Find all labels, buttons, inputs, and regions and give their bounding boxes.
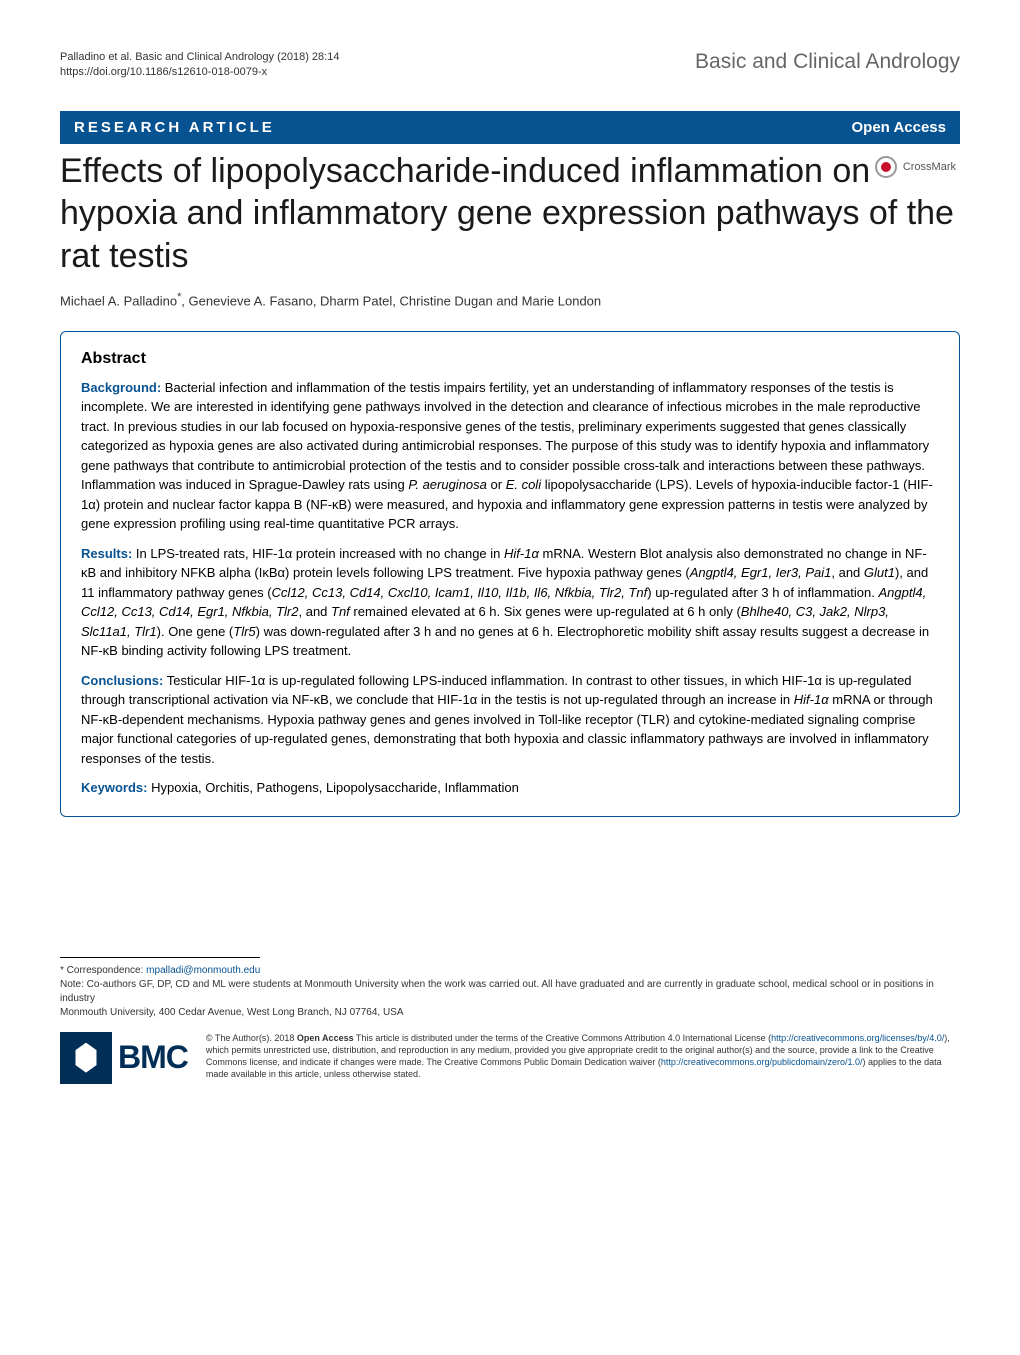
open-access-label: Open Access — [852, 119, 947, 136]
abstract-box: Abstract Background: Bacterial infection… — [60, 331, 960, 817]
crossmark-icon — [875, 156, 897, 178]
abstract-conclusions: Conclusions: Testicular HIF-1α is up-reg… — [81, 671, 939, 769]
conclusions-label: Conclusions: — [81, 673, 163, 688]
correspondence-block: * Correspondence: mpalladi@monmouth.edu … — [60, 964, 960, 1020]
abstract-background: Background: Bacterial infection and infl… — [81, 378, 939, 534]
author-list: Michael A. Palladino*, Genevieve A. Fasa… — [60, 291, 960, 308]
license-link-pd[interactable]: http://creativecommons.org/publicdomain/… — [661, 1057, 863, 1067]
bmc-text: BMC — [118, 1039, 188, 1076]
author-note: Note: Co-authors GF, DP, CD and ML were … — [60, 979, 934, 1004]
article-title: Effects of lipopolysaccharide-induced in… — [60, 150, 960, 278]
bmc-logo-icon — [60, 1032, 112, 1084]
citation-block: Palladino et al. Basic and Clinical Andr… — [60, 50, 339, 81]
crossmark-dot-icon — [881, 162, 891, 172]
article-type-bar: RESEARCH ARTICLE Open Access — [60, 111, 960, 144]
correspondence-label: * Correspondence: — [60, 965, 146, 976]
bmc-leaf-icon — [71, 1043, 101, 1073]
results-label: Results: — [81, 546, 132, 561]
doi-line: https://doi.org/10.1186/s12610-018-0079-… — [60, 65, 339, 80]
license-part1: This article is distributed under the te… — [354, 1033, 772, 1043]
license-row: BMC © The Author(s). 2018 Open Access Th… — [60, 1032, 960, 1084]
license-text: © The Author(s). 2018 Open Access This a… — [206, 1032, 960, 1081]
page-header: Palladino et al. Basic and Clinical Andr… — [60, 50, 960, 81]
journal-name: Basic and Clinical Andrology — [695, 50, 960, 74]
background-label: Background: — [81, 380, 161, 395]
license-open-access: Open Access — [297, 1033, 354, 1043]
license-pre: © The Author(s). 2018 — [206, 1033, 297, 1043]
abstract-results: Results: In LPS-treated rats, HIF-1α pro… — [81, 544, 939, 661]
bmc-logo: BMC — [60, 1032, 188, 1084]
article-type-label: RESEARCH ARTICLE — [74, 119, 275, 136]
results-text: In LPS-treated rats, HIF-1α protein incr… — [81, 546, 929, 659]
background-text: Bacterial infection and inflammation of … — [81, 380, 933, 532]
keywords-label: Keywords: — [81, 780, 147, 795]
keywords-text: Hypoxia, Orchitis, Pathogens, Lipopolysa… — [147, 780, 518, 795]
abstract-heading: Abstract — [81, 350, 939, 368]
affiliation: Monmouth University, 400 Cedar Avenue, W… — [60, 1007, 404, 1018]
correspondence-email[interactable]: mpalladi@monmouth.edu — [146, 965, 260, 976]
citation-line: Palladino et al. Basic and Clinical Andr… — [60, 50, 339, 65]
conclusions-text: Testicular HIF-1α is up-regulated follow… — [81, 673, 933, 766]
license-link-cc[interactable]: http://creativecommons.org/licenses/by/4… — [771, 1033, 944, 1043]
crossmark-badge[interactable]: CrossMark — [875, 156, 956, 178]
abstract-keywords: Keywords: Hypoxia, Orchitis, Pathogens, … — [81, 778, 939, 798]
footer-divider — [60, 957, 260, 958]
crossmark-label: CrossMark — [903, 161, 956, 173]
